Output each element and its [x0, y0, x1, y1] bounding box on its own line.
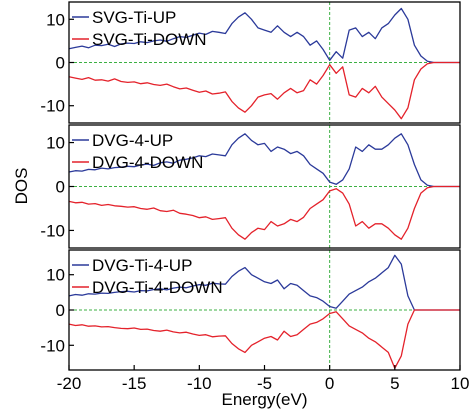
x-axis-label: Energy(eV) [222, 390, 308, 409]
legend-label: DVG-Ti-4-UP [92, 256, 192, 275]
y-tick-label: 10 [46, 266, 65, 285]
x-axis-ticks: -20 -15 -10 -5 0 5 10 [57, 365, 470, 393]
x-tick-label: 0 [325, 374, 334, 393]
series-line-svg-ti-up [68, 7, 460, 64]
series-line-dvg-4-up [68, 133, 460, 188]
y-tick-label: 10 [46, 134, 65, 153]
x-tick-label: -10 [187, 374, 212, 393]
series-line-dvg-ti-4-down [68, 309, 460, 369]
series-line-svg-ti-down [68, 61, 460, 120]
legend-label: DVG-4-UP [92, 131, 173, 150]
x-tick-label: -20 [57, 374, 82, 393]
y-tick-label: 10 [46, 10, 65, 29]
series-line-dvg-4-down [68, 185, 460, 240]
panel-stack: 10 0 -10 SVG-Ti-UP SVG-Ti-DOWN 10 0 -10 DVG-4-UP… [40, 1, 461, 371]
legend-label: DVG-4-DOWN [92, 153, 203, 172]
y-tick-label: -10 [40, 336, 65, 355]
x-tick-label: 10 [451, 374, 470, 393]
y-tick-label: 0 [56, 301, 65, 320]
series-line-dvg-ti-4-up [68, 254, 460, 311]
y-tick-label: 0 [56, 54, 65, 73]
x-tick-label: -15 [122, 374, 147, 393]
legend-label: SVG-Ti-DOWN [92, 30, 207, 49]
x-tick-label: -5 [257, 374, 272, 393]
y-tick-label: -10 [40, 97, 65, 116]
y-tick-label: -10 [40, 221, 65, 240]
y-tick-label: 0 [56, 178, 65, 197]
x-tick-label: 5 [390, 374, 399, 393]
legend-label: SVG-Ti-UP [92, 8, 176, 27]
legend-label: DVG-Ti-4-DOWN [92, 278, 223, 297]
panel-1: 10 0 -10 SVG-Ti-UP SVG-Ti-DOWN [40, 1, 461, 124]
y-axis-label: DOS [12, 168, 31, 205]
panel-2: 10 0 -10 DVG-4-UP DVG-4-DOWN [40, 124, 461, 249]
panel-3: 10 0 -10 DVG-Ti-4-UP DVG-Ti-4-DOWN [40, 249, 461, 371]
